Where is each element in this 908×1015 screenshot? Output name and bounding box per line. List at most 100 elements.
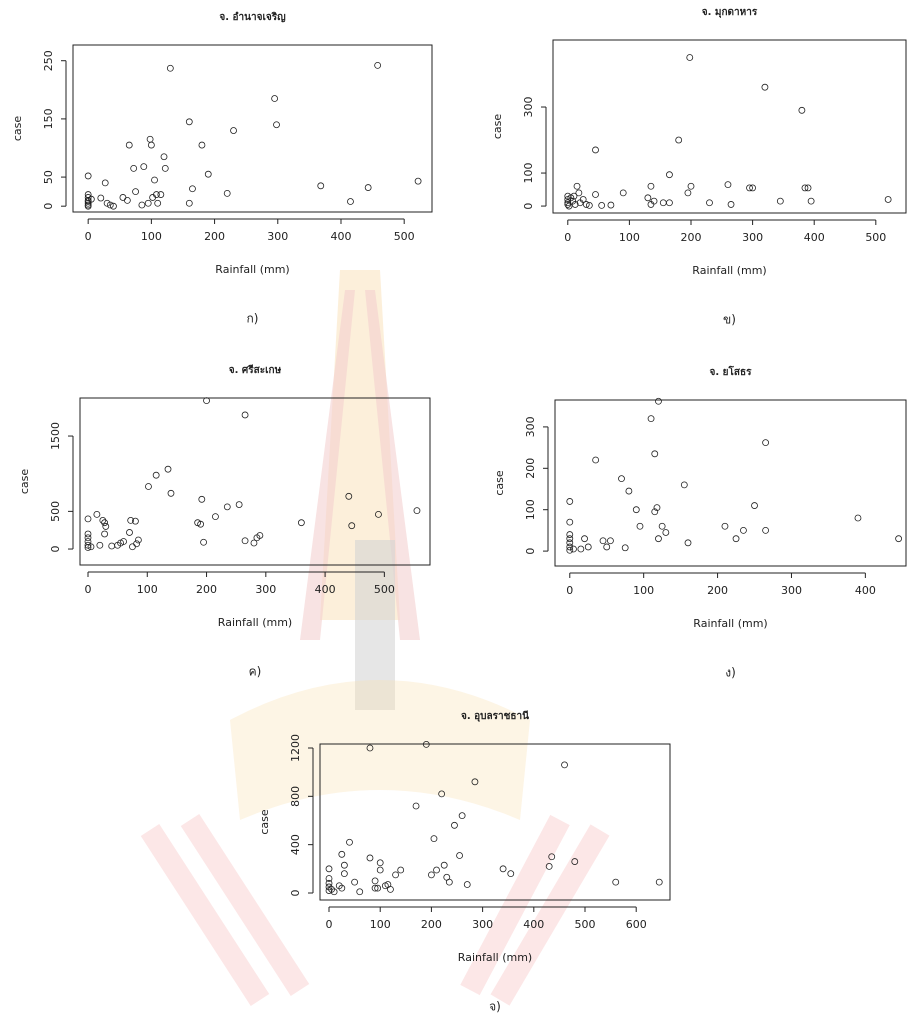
- x-axis-label: Rainfall (mm): [693, 617, 767, 630]
- data-point: [145, 200, 151, 206]
- data-point: [752, 503, 758, 509]
- data-point: [377, 860, 383, 866]
- data-point: [582, 536, 588, 542]
- data-point: [464, 882, 470, 888]
- data-point: [451, 822, 457, 828]
- data-point: [414, 508, 420, 514]
- x-tick-label: 200: [707, 584, 728, 597]
- data-point: [576, 190, 582, 196]
- data-point: [167, 65, 173, 71]
- x-tick-label: 500: [575, 918, 596, 931]
- data-point: [706, 200, 712, 206]
- data-point: [224, 504, 230, 510]
- data-point: [339, 851, 345, 857]
- data-point: [152, 177, 158, 183]
- x-tick-label: 0: [85, 230, 92, 243]
- x-axis-label: Rainfall (mm): [215, 263, 289, 276]
- caption: ก): [247, 312, 259, 326]
- data-point: [688, 183, 694, 189]
- data-point: [607, 538, 613, 544]
- data-point: [441, 862, 447, 868]
- data-point: [685, 540, 691, 546]
- x-axis-label: Rainfall (mm): [692, 264, 766, 277]
- y-axis-label: case: [11, 116, 24, 142]
- data-point: [428, 872, 434, 878]
- data-point: [326, 884, 332, 890]
- data-point: [652, 451, 658, 457]
- data-point: [341, 862, 347, 868]
- data-point: [574, 183, 580, 189]
- data-point: [799, 107, 805, 113]
- y-axis-label: case: [491, 114, 504, 140]
- data-point: [120, 194, 126, 200]
- data-point: [242, 412, 248, 418]
- x-tick-label: 100: [141, 230, 162, 243]
- data-point: [600, 538, 606, 544]
- data-point: [593, 147, 599, 153]
- data-point: [393, 872, 399, 878]
- y-axis-label: case: [18, 469, 31, 495]
- data-point: [102, 180, 108, 186]
- data-point: [622, 545, 628, 551]
- data-point: [415, 178, 421, 184]
- y-tick-label: 1200: [289, 734, 302, 762]
- data-point: [593, 192, 599, 198]
- data-point: [201, 539, 207, 545]
- data-point: [687, 54, 693, 60]
- y-tick-label: 0: [49, 546, 62, 553]
- data-point: [645, 195, 651, 201]
- chart-panel: จ. มุกดาหารRainfall (mm)caseข)0100200300…: [491, 7, 906, 327]
- data-point: [346, 839, 352, 845]
- data-point: [459, 813, 465, 819]
- data-point: [626, 488, 632, 494]
- data-point: [585, 544, 591, 550]
- data-point: [777, 198, 783, 204]
- data-point: [133, 189, 139, 195]
- data-point: [126, 529, 132, 535]
- data-point: [763, 440, 769, 446]
- x-tick-label: 200: [680, 231, 701, 244]
- data-point: [722, 523, 728, 529]
- data-point: [604, 544, 610, 550]
- data-point: [85, 516, 91, 522]
- data-point: [725, 182, 731, 188]
- data-point: [666, 172, 672, 178]
- data-point: [620, 190, 626, 196]
- data-point: [131, 165, 137, 171]
- caption: ข): [723, 313, 736, 327]
- data-point: [434, 867, 440, 873]
- x-tick-label: 400: [855, 584, 876, 597]
- data-point: [347, 199, 353, 205]
- data-point: [663, 529, 669, 535]
- data-point: [567, 519, 573, 525]
- data-point: [103, 523, 109, 529]
- x-tick-label: 400: [330, 230, 351, 243]
- data-point: [372, 878, 378, 884]
- data-point: [398, 867, 404, 873]
- data-point: [885, 196, 891, 202]
- data-point: [272, 96, 278, 102]
- y-tick-label: 1500: [49, 422, 62, 450]
- x-tick-label: 300: [255, 583, 276, 596]
- x-tick-label: 0: [85, 583, 92, 596]
- data-point: [134, 541, 140, 547]
- x-tick-label: 300: [742, 231, 763, 244]
- data-point: [318, 183, 324, 189]
- x-tick-label: 300: [267, 230, 288, 243]
- watermark-base: [230, 680, 530, 820]
- data-point: [339, 885, 345, 891]
- data-point: [165, 466, 171, 472]
- y-tick-label: 100: [522, 163, 535, 184]
- data-point: [656, 879, 662, 885]
- data-point: [199, 142, 205, 148]
- x-tick-label: 200: [196, 583, 217, 596]
- data-point: [648, 183, 654, 189]
- x-tick-label: 500: [394, 230, 415, 243]
- data-point: [158, 192, 164, 198]
- x-tick-label: 300: [472, 918, 493, 931]
- data-point: [666, 200, 672, 206]
- data-point: [139, 202, 145, 208]
- data-point: [153, 472, 159, 478]
- data-point: [212, 514, 218, 520]
- y-tick-label: 300: [524, 416, 537, 437]
